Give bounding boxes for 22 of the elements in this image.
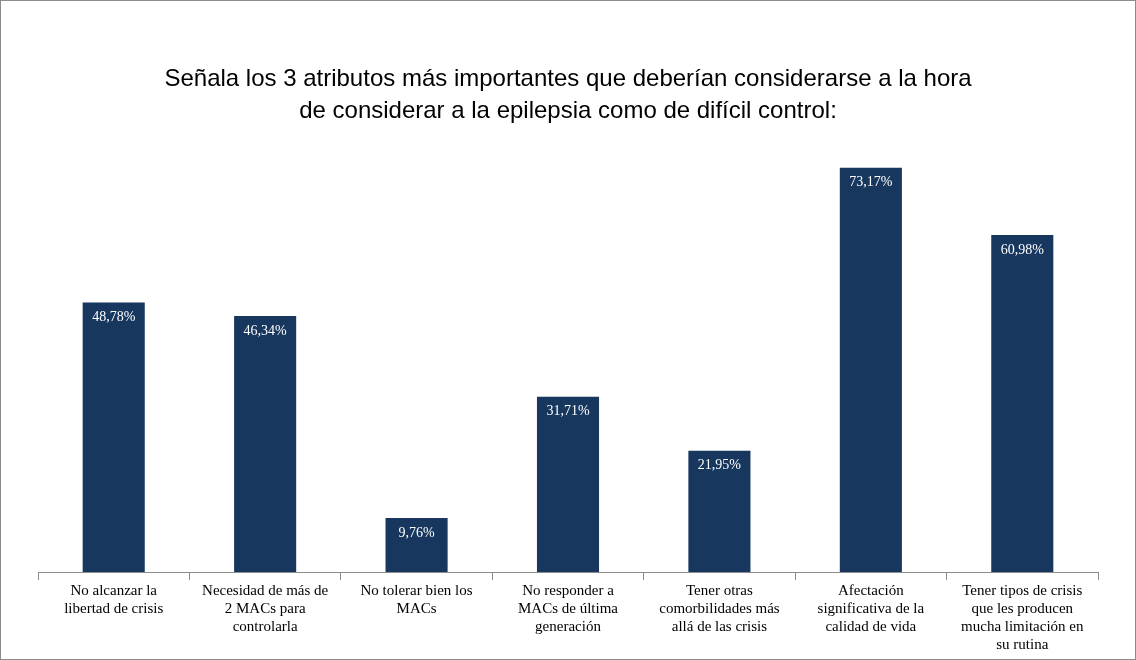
bar <box>385 518 448 572</box>
chart-title: Señala los 3 atributos más importantes que deberían considerarse a la hora de considerar a la epilepsia como de difícil control: <box>163 63 973 125</box>
bar <box>991 235 1054 572</box>
data-label: 21,95% <box>697 457 742 473</box>
bar <box>536 396 600 572</box>
data-label: 73,17% <box>849 174 893 190</box>
x-tick-label: No tolerar bien los MACs <box>360 581 473 616</box>
x-tick-label: Tener otras comorbilidades más allá de las crisis <box>659 581 780 634</box>
bar <box>82 302 145 572</box>
data-label: 60,98% <box>1000 241 1045 257</box>
x-tick-label: Necesidad de más de 2 MACs para controlarla <box>202 581 329 634</box>
data-label: 48,78% <box>92 309 136 325</box>
bar <box>688 450 751 572</box>
data-label: 31,71% <box>546 403 590 419</box>
x-tick-label: Afectación significativa de la calidad de vida <box>817 581 925 634</box>
x-tick-label: Tener tipos de crisis que les producen mucha limitación en su rutina <box>961 581 1085 652</box>
bar <box>234 315 297 572</box>
bar <box>839 167 902 572</box>
data-label: 9,76% <box>398 524 435 540</box>
data-label: 46,34% <box>243 322 288 338</box>
x-tick-label: No responder a MACs de última generación <box>518 581 619 634</box>
x-tick-label: No alcanzar la libertad de crisis <box>64 581 164 616</box>
